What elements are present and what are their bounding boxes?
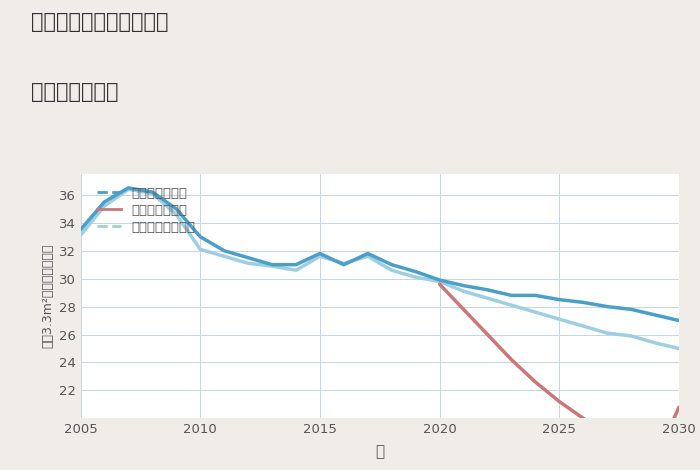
Text: 土地の価格推移: 土地の価格推移: [32, 82, 119, 102]
Text: 愛知県蒲郡市新井形町の: 愛知県蒲郡市新井形町の: [32, 12, 169, 32]
X-axis label: 年: 年: [375, 445, 384, 460]
Legend: グッドシナリオ, バッドシナリオ, ノーマルシナリオ: グッドシナリオ, バッドシナリオ, ノーマルシナリオ: [93, 183, 200, 238]
Y-axis label: 坪（3.3m²）単価（万円）: 坪（3.3m²）単価（万円）: [41, 244, 55, 348]
